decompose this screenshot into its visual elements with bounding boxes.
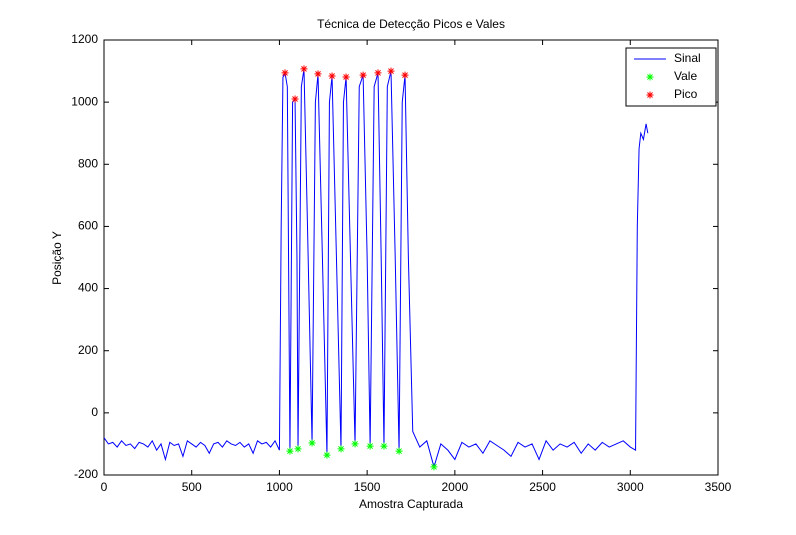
x-tick-label: 500 xyxy=(182,480,202,494)
legend-label: Sinal xyxy=(674,51,701,65)
marker xyxy=(281,69,289,77)
x-tick-label: 3500 xyxy=(705,480,732,494)
marker xyxy=(401,71,409,79)
marker xyxy=(351,440,359,448)
x-tick-label: 2500 xyxy=(529,480,556,494)
x-tick-label: 1500 xyxy=(354,480,381,494)
y-tick-label: 800 xyxy=(78,156,98,170)
marker xyxy=(395,447,403,455)
marker xyxy=(359,71,367,79)
legend-swatch xyxy=(646,73,654,81)
legend-swatch xyxy=(646,91,654,99)
y-tick-label: 400 xyxy=(78,281,98,295)
marker xyxy=(286,447,294,455)
y-tick-label: 600 xyxy=(78,219,98,233)
chart-title: Técnica de Detecção Picos e Vales xyxy=(317,17,505,31)
legend-label: Pico xyxy=(674,87,698,101)
signal-line xyxy=(103,68,649,469)
x-axis-label: Amostra Capturada xyxy=(359,497,463,511)
x-tick-label: 1000 xyxy=(266,480,293,494)
y-axis-label: Posição Y xyxy=(50,231,64,285)
x-tick-label: 2000 xyxy=(442,480,469,494)
marker xyxy=(308,439,316,447)
marker xyxy=(387,67,395,75)
x-tick-label: 3000 xyxy=(617,480,644,494)
y-tick-label: 1000 xyxy=(71,94,98,108)
marker xyxy=(366,442,374,450)
marker xyxy=(323,451,331,459)
y-tick-label: 1200 xyxy=(71,32,98,46)
y-tick-label: 0 xyxy=(91,405,98,419)
legend-label: Vale xyxy=(674,69,697,83)
y-tick-label: 200 xyxy=(78,343,98,357)
marker xyxy=(294,445,302,453)
marker xyxy=(314,70,322,78)
marker xyxy=(374,69,382,77)
marker xyxy=(342,73,350,81)
marker xyxy=(380,442,388,450)
marker xyxy=(291,95,299,103)
y-tick-label: -200 xyxy=(74,467,98,481)
marker xyxy=(328,72,336,80)
x-tick-label: 0 xyxy=(101,480,108,494)
plot-area xyxy=(103,39,719,476)
legend-box xyxy=(625,47,717,107)
marker xyxy=(430,463,438,471)
marker xyxy=(337,445,345,453)
marker xyxy=(300,65,308,73)
legend: Sinal Vale Pico xyxy=(625,47,717,107)
